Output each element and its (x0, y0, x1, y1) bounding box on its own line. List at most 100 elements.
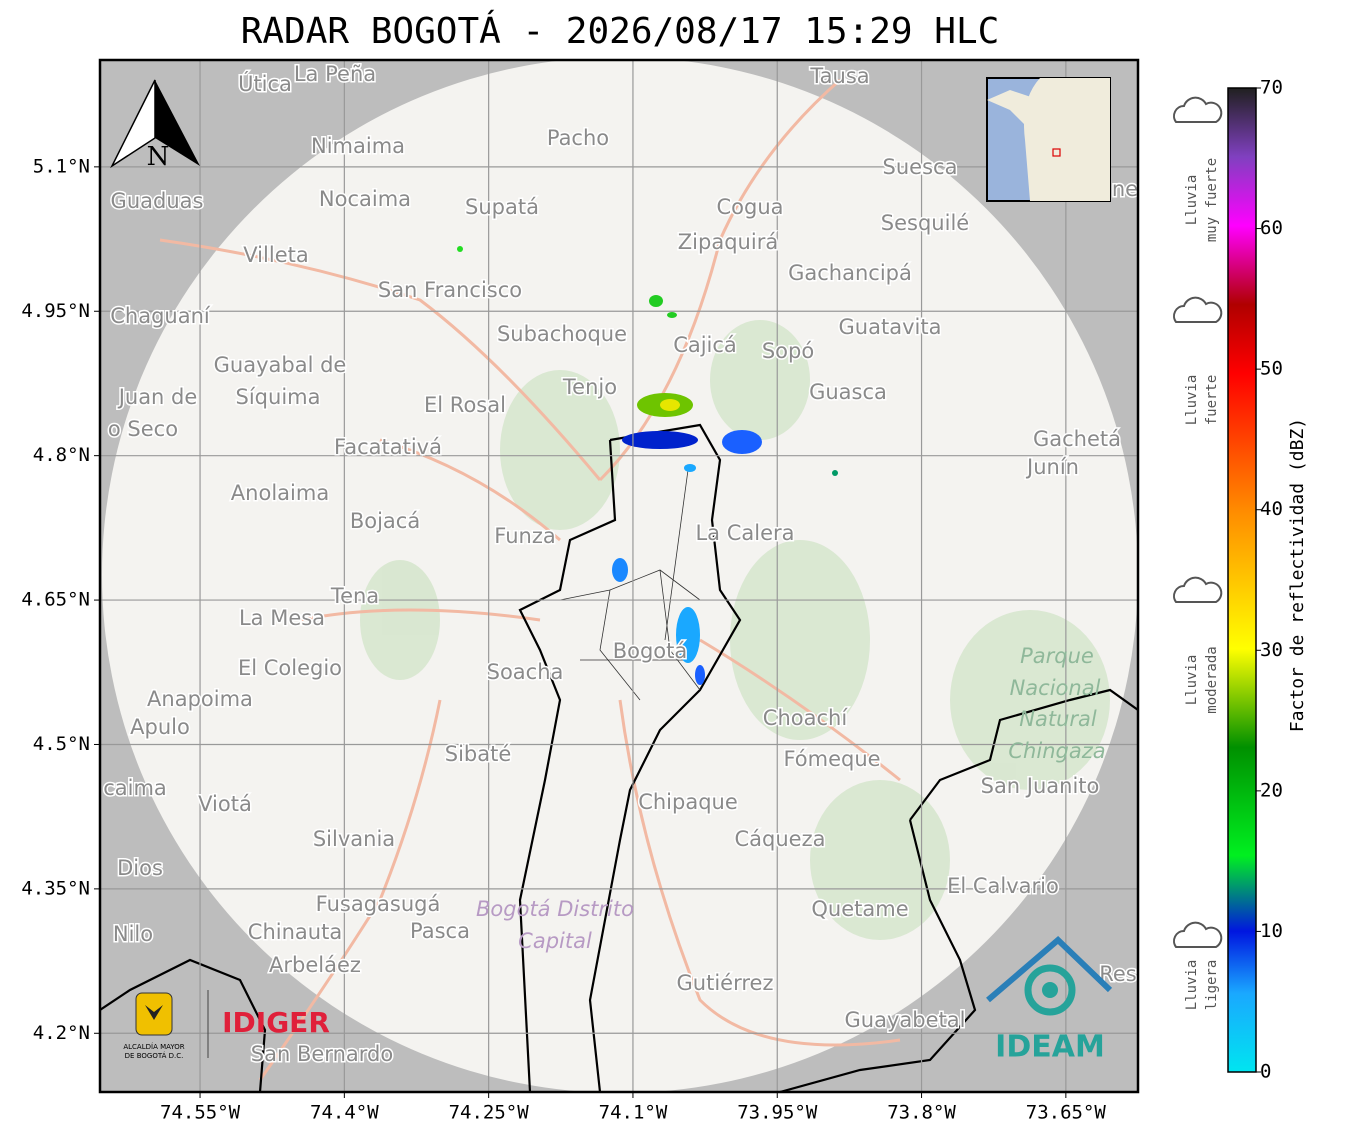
lon-tick-label: 74.55°W (160, 1102, 241, 1124)
place-label: Viotá (198, 792, 252, 816)
lon-tick-label: 73.95°W (737, 1102, 818, 1124)
colorbar-tick-label: 70 (1260, 77, 1283, 99)
place-label: Zipaquirá (678, 230, 778, 254)
place-label: ne (1112, 177, 1138, 201)
colorbar-tick-label: 30 (1260, 639, 1283, 661)
place-label: Apulo (130, 715, 190, 739)
rain-level-label: moderada (1204, 646, 1220, 713)
map-frame (98, 58, 1140, 1094)
colorbar-tick-label: 50 (1260, 358, 1283, 380)
place-label: Arbeláez (269, 953, 361, 977)
place-label: Fusagasugá (316, 892, 441, 916)
place-label: Pacho (547, 126, 609, 150)
place-label: Villeta (243, 243, 308, 267)
park-label: Nacional (1010, 676, 1101, 700)
place-label: Síquima (236, 385, 321, 409)
rain-level-label: fuerte (1204, 375, 1220, 426)
weather-icon (1173, 296, 1223, 323)
place-label: Sibaté (445, 742, 512, 766)
ideam-text: IDEAM (995, 1030, 1105, 1065)
place-label: El Colegio (238, 656, 342, 680)
alcaldia-text: DE BOGOTÁ D.C. (125, 1051, 184, 1060)
inset-map (986, 77, 1111, 202)
lat-tick-label: 4.8°N (33, 444, 90, 466)
department-borders (100, 423, 1138, 1092)
place-label: La Mesa (239, 606, 325, 630)
north-arrow: N (110, 79, 200, 172)
place-label: Útica (238, 71, 292, 96)
locality-borders (559, 469, 701, 701)
colorbar-tick-label: 20 (1260, 779, 1283, 801)
park-label: Natural (1019, 707, 1097, 731)
place-label: Tausa (809, 64, 869, 88)
place-label: Cajicá (673, 333, 737, 357)
weather-icon (1173, 921, 1223, 948)
place-label: Tenjo (562, 375, 617, 399)
place-label: caima (103, 776, 167, 800)
place-label: Sopó (762, 339, 814, 363)
lon-tick-label: 73.8°W (887, 1102, 956, 1124)
weather-icon (1173, 576, 1223, 603)
place-label: Gachetá (1033, 427, 1121, 451)
ideam-logo: IDEAM (986, 935, 1113, 1065)
place-label: Juan de (117, 385, 198, 409)
colorbar (1227, 87, 1257, 1073)
place-label: Chaguaní (110, 304, 211, 328)
place-label: Cogua (716, 195, 783, 219)
place-label: Gutiérrez (677, 971, 774, 995)
place-label: Subachoque (497, 322, 627, 346)
place-label: La Calera (695, 521, 794, 545)
lat-tick-label: 4.2°N (33, 1022, 90, 1044)
lon-tick-label: 73.65°W (1026, 1102, 1107, 1124)
place-label: San Francisco (378, 278, 522, 302)
place-label: Nocaima (319, 187, 411, 211)
place-label: Guatavita (839, 315, 942, 339)
lat-tick-label: 5.1°N (33, 155, 90, 177)
place-label: La Peña (294, 62, 376, 86)
place-label: Anapoima (147, 687, 253, 711)
rain-level-label: Lluvia (1184, 375, 1200, 426)
place-label: Nimaima (311, 134, 405, 158)
colorbar-tick-label: 60 (1260, 217, 1283, 239)
place-label: Tena (330, 584, 379, 608)
colorbar-tick-label: 0 (1260, 1061, 1271, 1083)
rain-level-label: Lluvia (1184, 175, 1200, 226)
place-label: Sesquilé (881, 211, 969, 235)
colorbar-ticks: 0 10 20 30 40 50 60 70 (1256, 77, 1283, 1083)
place-label: San Juanito (981, 774, 1100, 798)
place-label: Choachí (763, 706, 849, 730)
place-label: Suesca (883, 155, 958, 179)
place-label: Silvania (313, 827, 395, 851)
radar-echoes (457, 246, 838, 685)
idiger-logo: IDIGER (222, 1006, 330, 1039)
graticule (100, 60, 1138, 1092)
place-label: Guasca (809, 380, 887, 404)
lat-tick-label: 4.35°N (21, 877, 90, 899)
place-label: Guayabal de (214, 353, 347, 377)
alcaldia-text: ALCALDÍA MAYOR (123, 1042, 184, 1051)
place-label: El Rosal (424, 393, 506, 417)
rain-level-label: Lluvia (1184, 655, 1200, 706)
park-label: Chingaza (1008, 739, 1105, 763)
lat-tick-label: 4.95°N (21, 300, 90, 322)
roads (159, 78, 901, 1081)
place-label: Bogotá (613, 639, 688, 663)
lat-tick-label: 4.65°N (21, 589, 90, 611)
lon-tick-label: 74.25°W (449, 1102, 530, 1124)
place-label: Funza (494, 524, 555, 548)
ticks: 5.1°N 4.95°N 4.8°N 4.65°N 4.5°N 4.35°N 4.2°N 74… (21, 155, 1106, 1123)
place-label: Cáqueza (735, 827, 826, 851)
place-label: Dios (117, 856, 163, 880)
place-label: Anolaima (231, 481, 329, 505)
place-label: Quetame (811, 897, 908, 921)
place-label: Chipaque (638, 790, 738, 814)
park-label: Parque (1020, 644, 1094, 668)
place-label: Fómeque (783, 747, 880, 771)
place-label: Chinauta (248, 920, 342, 944)
colorbar-label: Factor de reflectividad (dBZ) (1287, 418, 1308, 732)
rain-level-label: muy fuerte (1204, 158, 1220, 242)
lon-tick-label: 74.1°W (599, 1102, 668, 1124)
place-label: Nilo (113, 922, 153, 946)
